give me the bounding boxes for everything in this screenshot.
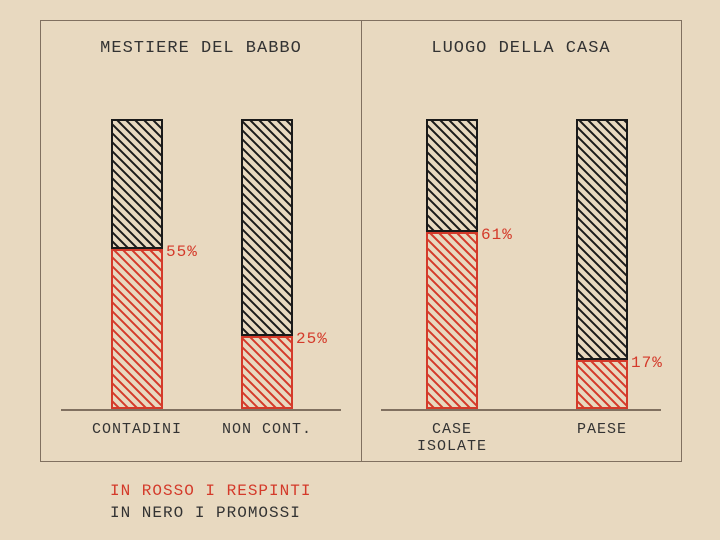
x-label: NON CONT.: [207, 421, 327, 438]
panel-title-right: LUOGO DELLA CASA: [361, 39, 681, 58]
baseline-right: [381, 409, 661, 411]
chart-right: 61% 17%: [361, 91, 681, 411]
bar-segment-black: [111, 119, 163, 249]
pct-label: 61%: [481, 226, 513, 244]
bar-segment-red: [576, 360, 628, 409]
bar: [111, 119, 163, 409]
baseline-left: [61, 409, 341, 411]
x-label: CASE ISOLATE: [392, 421, 512, 455]
panel-title-left: MESTIERE DEL BABBO: [41, 39, 361, 58]
bar-segment-black: [576, 119, 628, 360]
legend-black: IN NERO I PROMOSSI: [110, 502, 311, 524]
bar: [241, 119, 293, 409]
panel-left: MESTIERE DEL BABBO 55% 25%: [41, 21, 362, 461]
x-label: PAESE: [542, 421, 662, 438]
bar-segment-red: [111, 249, 163, 409]
bar-segment-red: [426, 232, 478, 409]
pct-label: 17%: [631, 354, 663, 372]
bar-segment-red: [241, 336, 293, 409]
bar: [426, 119, 478, 409]
legend-red: IN ROSSO I RESPINTI: [110, 480, 311, 502]
chart-left: 55% 25%: [41, 91, 361, 411]
bar: [576, 119, 628, 409]
chart-frame: MESTIERE DEL BABBO 55% 25% LUOGO DELLA C…: [40, 20, 682, 462]
bar-segment-black: [426, 119, 478, 232]
panel-right: LUOGO DELLA CASA 61% 17%: [361, 21, 681, 461]
pct-label: 25%: [296, 330, 328, 348]
x-label: CONTADINI: [77, 421, 197, 438]
legend: IN ROSSO I RESPINTI IN NERO I PROMOSSI: [110, 480, 311, 524]
pct-label: 55%: [166, 243, 198, 261]
bar-segment-black: [241, 119, 293, 336]
